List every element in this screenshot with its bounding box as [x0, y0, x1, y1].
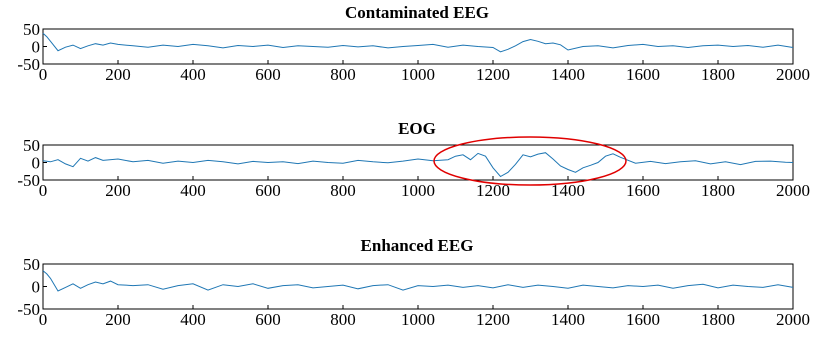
x-tick-label-eog: 600: [255, 181, 281, 200]
x-tick-label-contaminated-eeg: 1200: [476, 65, 510, 84]
x-tick-label-contaminated-eeg: 1400: [551, 65, 585, 84]
signal-trace-contaminated-eeg: [42, 32, 794, 53]
y-tick-label-contaminated-eeg: 0: [32, 38, 41, 57]
x-tick-label-contaminated-eeg: 0: [39, 65, 48, 84]
ticks-enhanced-eeg: 0 200 400 600 800 1000 1200 1400 1600 1800 2000 50 0…: [17, 255, 810, 329]
panel-contaminated-eeg: Contaminated EEG 0 200 400 600 800 1000 1200 14…: [17, 3, 810, 84]
panel-title-enhanced-eeg: Enhanced EEG: [361, 236, 474, 255]
x-tick-label-eog: 1400: [551, 181, 585, 200]
x-tick-label-eog: 0: [39, 181, 48, 200]
x-tick-label-eog: 1000: [401, 181, 435, 200]
signal-trace-enhanced-eeg: [42, 270, 794, 292]
y-tick-label-enhanced-eeg: -50: [17, 300, 40, 319]
x-tick-label-enhanced-eeg: 1800: [701, 310, 735, 329]
x-tick-label-contaminated-eeg: 400: [180, 65, 206, 84]
plot-area-enhanced-eeg: [42, 263, 794, 310]
y-tick-label-eog: 0: [32, 154, 41, 173]
x-tick-label-eog: 1600: [626, 181, 660, 200]
x-tick-label-eog: 1800: [701, 181, 735, 200]
y-tick-label-contaminated-eeg: 50: [23, 20, 40, 39]
x-tick-label-enhanced-eeg: 1200: [476, 310, 510, 329]
x-tick-label-contaminated-eeg: 600: [255, 65, 281, 84]
x-tick-label-enhanced-eeg: 600: [255, 310, 281, 329]
plot-area-eog: [42, 144, 794, 181]
ticks-eog: 0 200 400 600 800 1000 1200 1400 1600 1800 2000500…: [17, 136, 810, 200]
panel-title-contaminated-eeg: Contaminated EEG: [345, 3, 489, 22]
x-tick-label-contaminated-eeg: 2000: [776, 65, 810, 84]
y-tick-label-eog: 50: [23, 136, 40, 155]
x-tick-label-eog: 800: [330, 181, 356, 200]
x-tick-label-enhanced-eeg: 1000: [401, 310, 435, 329]
x-tick-label-enhanced-eeg: 800: [330, 310, 356, 329]
y-tick-label-contaminated-eeg: -50: [17, 55, 40, 74]
ticks-contaminated-eeg: 0 200 400 600 800 1000 1200 1400 1600 1800 2000500…: [17, 20, 810, 84]
y-tick-label-enhanced-eeg: 50: [23, 255, 40, 274]
panel-eog: EOG 0 200 400 600 800 1000 1200 1400 1600 1800 200…: [17, 119, 810, 200]
x-tick-label-enhanced-eeg: 400: [180, 310, 206, 329]
x-tick-label-eog: 2000: [776, 181, 810, 200]
x-tick-label-eog: 1200: [476, 181, 510, 200]
x-tick-label-enhanced-eeg: 0: [39, 310, 48, 329]
x-tick-label-enhanced-eeg: 1600: [626, 310, 660, 329]
x-tick-label-contaminated-eeg: 1800: [701, 65, 735, 84]
x-tick-label-eog: 400: [180, 181, 206, 200]
x-tick-label-eog: 200: [105, 181, 131, 200]
signal-trace-eog: [42, 152, 794, 178]
panel-enhanced-eeg: Enhanced EEG 0 200 400 600 800 1000 1200 1400 16…: [17, 236, 810, 329]
x-tick-label-contaminated-eeg: 1600: [626, 65, 660, 84]
y-tick-label-eog: -50: [17, 171, 40, 190]
x-tick-label-contaminated-eeg: 1000: [401, 65, 435, 84]
artifact-highlight-ellipse: [433, 136, 627, 186]
x-tick-label-contaminated-eeg: 800: [330, 65, 356, 84]
y-tick-label-enhanced-eeg: 0: [32, 278, 41, 297]
x-tick-label-contaminated-eeg: 200: [105, 65, 131, 84]
x-tick-label-enhanced-eeg: 200: [105, 310, 131, 329]
panel-title-eog: EOG: [398, 119, 436, 138]
x-tick-label-enhanced-eeg: 2000: [776, 310, 810, 329]
x-tick-label-enhanced-eeg: 1400: [551, 310, 585, 329]
